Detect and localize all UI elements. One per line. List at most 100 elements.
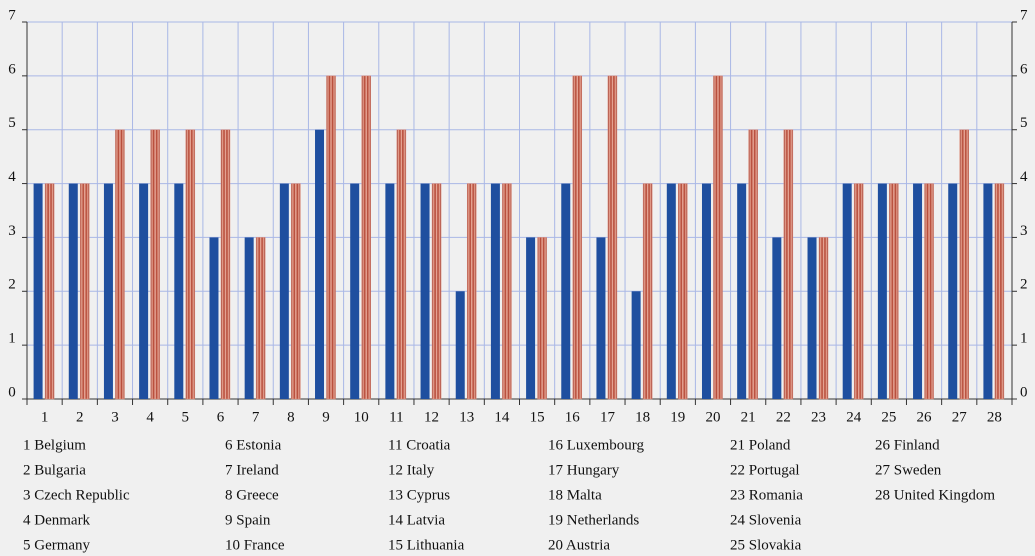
bar bbox=[361, 75, 371, 400]
bar bbox=[420, 183, 430, 399]
y-tick-label: 1 bbox=[8, 331, 16, 347]
bar bbox=[80, 183, 90, 400]
x-tick-label: 19 bbox=[670, 409, 685, 425]
x-tick-label: 15 bbox=[530, 409, 545, 425]
y-tick-label: 0 bbox=[8, 384, 16, 400]
bar bbox=[185, 129, 196, 400]
bar bbox=[748, 129, 758, 400]
bar bbox=[959, 129, 969, 400]
bar bbox=[174, 183, 184, 399]
x-tick-label: 16 bbox=[565, 409, 581, 425]
x-tick-label: 10 bbox=[354, 409, 369, 425]
x-tick-label: 2 bbox=[76, 409, 84, 425]
bar bbox=[466, 183, 477, 400]
bar bbox=[115, 129, 125, 400]
bar bbox=[396, 129, 407, 400]
key-entry: 9 Spain bbox=[225, 512, 271, 528]
bar bbox=[68, 183, 78, 399]
key-entry: 3 Czech Republic bbox=[23, 487, 130, 503]
x-tick-label: 25 bbox=[881, 409, 896, 425]
bar bbox=[315, 129, 325, 399]
y-tick-label: 6 bbox=[8, 61, 16, 77]
x-tick-label: 8 bbox=[287, 409, 295, 425]
bar bbox=[607, 75, 618, 400]
key-entry: 20 Austria bbox=[548, 537, 610, 553]
x-tick-label: 4 bbox=[146, 409, 154, 425]
bar bbox=[772, 237, 782, 399]
key-entry: 16 Luxembourg bbox=[548, 437, 644, 453]
bar bbox=[889, 183, 899, 400]
bar bbox=[220, 129, 231, 400]
bar bbox=[678, 183, 688, 400]
bar bbox=[561, 183, 571, 399]
key-entry: 14 Latvia bbox=[388, 512, 445, 528]
bar bbox=[537, 237, 547, 400]
y-tick-label: 7 bbox=[8, 7, 16, 23]
key-entry: 19 Netherlands bbox=[548, 512, 639, 528]
bar bbox=[150, 129, 160, 400]
bar bbox=[385, 183, 395, 399]
bar bbox=[326, 75, 336, 400]
key-entry: 23 Romania bbox=[730, 487, 803, 503]
key-entry: 18 Malta bbox=[548, 487, 602, 503]
x-tick-label: 5 bbox=[182, 409, 190, 425]
x-tick-label: 11 bbox=[389, 409, 403, 425]
bar bbox=[455, 291, 465, 399]
y2-tick-label: 6 bbox=[1020, 61, 1028, 77]
bar bbox=[994, 183, 1005, 400]
bar bbox=[244, 237, 254, 399]
key-entry: 4 Denmark bbox=[23, 512, 91, 528]
x-tick-label: 27 bbox=[952, 409, 968, 425]
bar bbox=[291, 183, 301, 400]
x-tick-label: 22 bbox=[776, 409, 791, 425]
bar bbox=[103, 183, 113, 399]
bar bbox=[924, 183, 934, 400]
bar bbox=[807, 237, 817, 399]
bar bbox=[631, 291, 641, 399]
bar bbox=[526, 237, 536, 399]
key-entry: 10 France bbox=[225, 537, 285, 553]
bar bbox=[502, 183, 512, 400]
y2-tick-label: 1 bbox=[1020, 331, 1028, 347]
bar bbox=[642, 183, 653, 400]
bar bbox=[818, 237, 829, 400]
bar bbox=[490, 183, 500, 399]
bar bbox=[737, 183, 747, 399]
x-tick-label: 13 bbox=[459, 409, 474, 425]
key-entry: 26 Finland bbox=[875, 437, 940, 453]
y-tick-label: 2 bbox=[8, 277, 16, 293]
bar bbox=[713, 75, 723, 400]
x-tick-label: 6 bbox=[217, 409, 225, 425]
x-tick-label: 7 bbox=[252, 409, 260, 425]
bar bbox=[913, 183, 923, 399]
x-tick-label: 26 bbox=[917, 409, 933, 425]
key-entry: 17 Hungary bbox=[548, 462, 620, 478]
key-entry: 21 Poland bbox=[730, 437, 791, 453]
bar bbox=[701, 183, 711, 399]
y2-tick-label: 3 bbox=[1020, 223, 1028, 239]
bar bbox=[948, 183, 958, 399]
key-entry: 24 Slovenia bbox=[730, 512, 802, 528]
bar bbox=[842, 183, 852, 399]
x-tick-label: 12 bbox=[424, 409, 439, 425]
key-entry: 13 Cyprus bbox=[388, 487, 450, 503]
x-tick-label: 23 bbox=[811, 409, 826, 425]
x-tick-label: 28 bbox=[987, 409, 1002, 425]
key-entry: 28 United Kingdom bbox=[875, 487, 995, 503]
x-tick-label: 17 bbox=[600, 409, 616, 425]
key-entry: 27 Sweden bbox=[875, 462, 942, 478]
x-tick-label: 1 bbox=[41, 409, 49, 425]
bar bbox=[279, 183, 289, 399]
y-tick-label: 4 bbox=[8, 169, 16, 185]
bar bbox=[572, 75, 583, 400]
y2-tick-label: 4 bbox=[1020, 169, 1028, 185]
y-tick-label: 3 bbox=[8, 223, 16, 239]
key-entry: 22 Portugal bbox=[730, 462, 800, 478]
key-entry: 7 Ireland bbox=[225, 462, 279, 478]
key-entry: 2 Bulgaria bbox=[23, 462, 86, 478]
key-entry: 8 Greece bbox=[225, 487, 279, 503]
x-tick-label: 9 bbox=[322, 409, 330, 425]
bar bbox=[877, 183, 887, 399]
bar bbox=[666, 183, 676, 399]
